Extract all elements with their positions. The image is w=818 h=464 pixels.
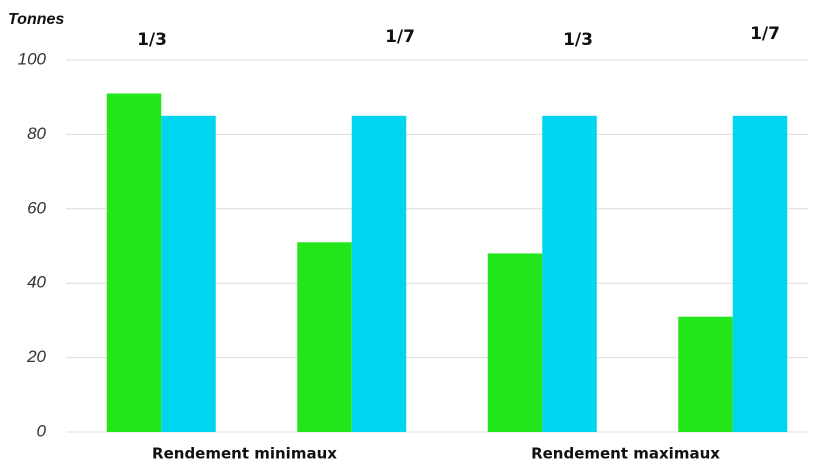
bar [351,115,407,433]
group-label: 1/3 [563,30,593,50]
bar [678,316,733,432]
x-group-label: Rendement minimaux [152,445,337,463]
x-group-label: Rendement maximaux [531,445,720,463]
bar [542,115,597,433]
y-tick-label: 40 [27,273,46,292]
group-label: 1/3 [137,30,167,50]
y-tick-label: 0 [37,421,47,440]
bar [161,115,216,433]
group-label: 1/7 [750,24,780,44]
y-tick-label: 100 [18,49,47,68]
y-tick-label: 20 [26,347,46,366]
bar [487,253,543,432]
group-label: 1/7 [385,27,415,47]
bar [732,115,788,433]
bar [106,93,162,432]
y-tick-label: 80 [27,124,46,143]
bar [297,242,352,432]
y-axis-label: Tonnes [8,11,64,28]
y-tick-label: 60 [27,198,46,217]
